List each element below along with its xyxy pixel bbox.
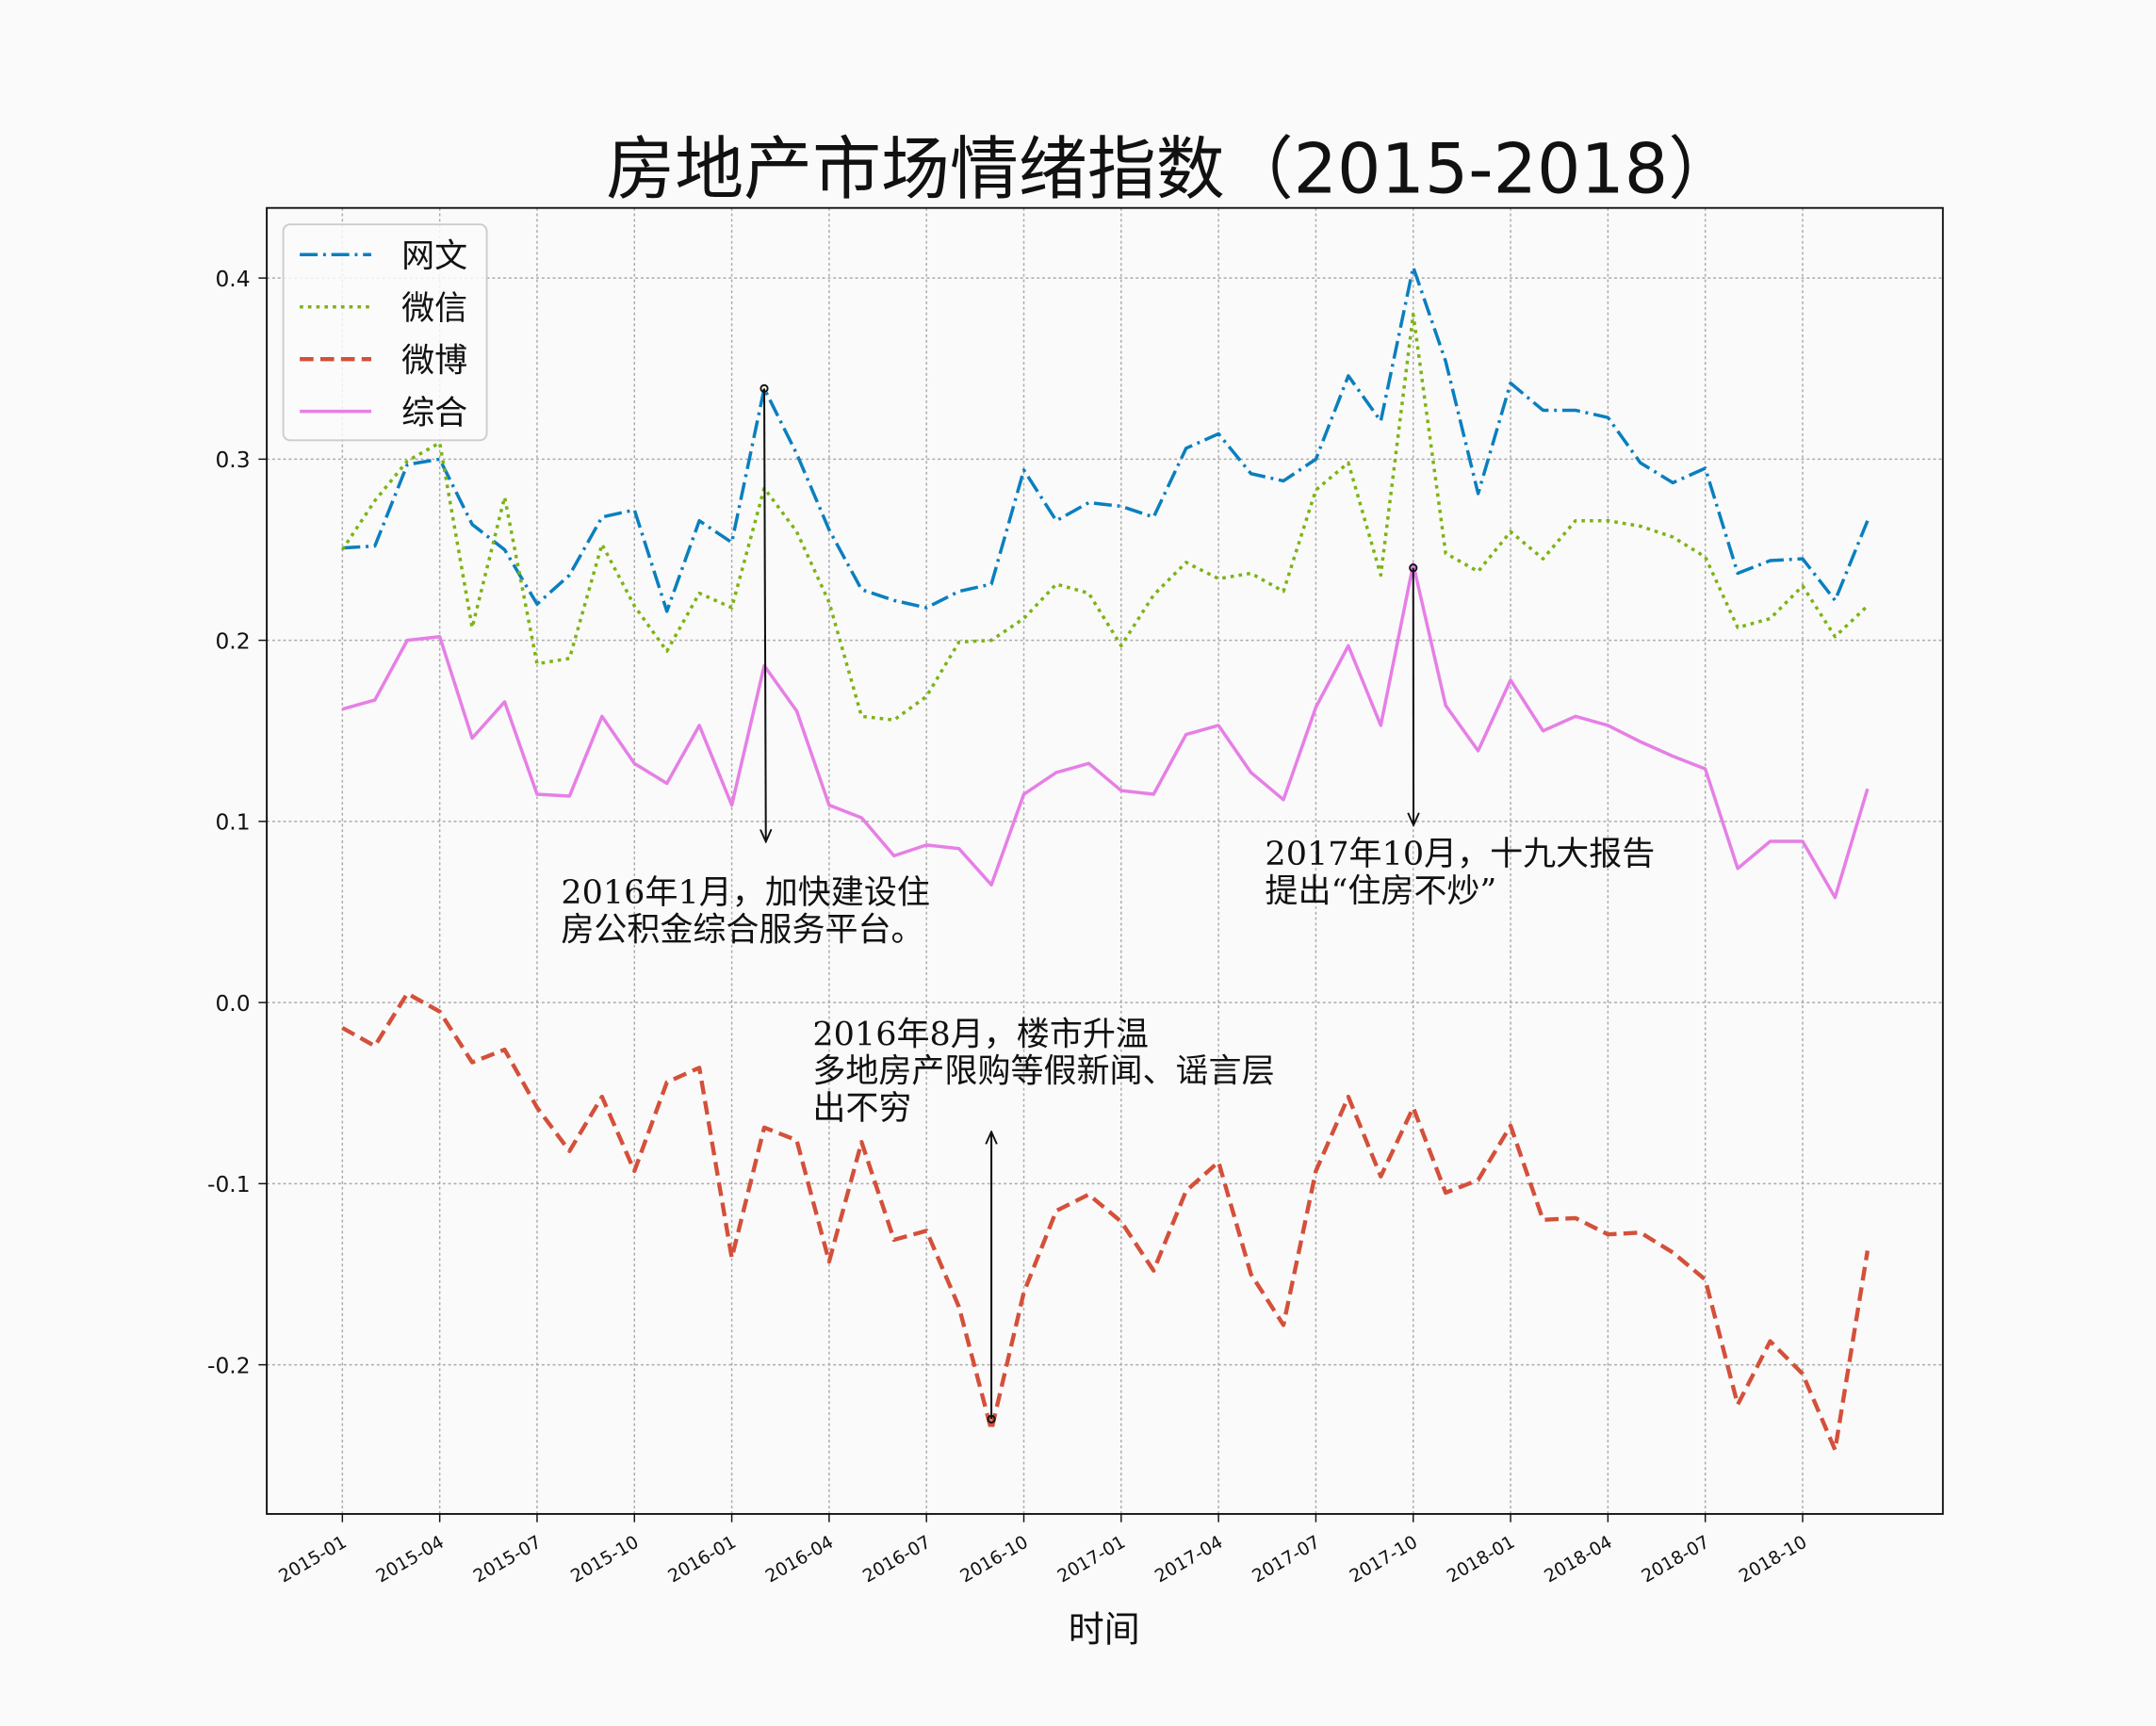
x-tick-label: 2017-10: [1346, 1532, 1421, 1588]
chart-title: 房地产市场情绪指数（2015-2018）: [606, 130, 1737, 210]
annotation-text: 房公积金综合服务平台。: [561, 910, 923, 949]
annotation-text: 2016年8月，楼市升温: [812, 1015, 1149, 1053]
y-tick-label: 0.2: [215, 627, 250, 654]
x-tick-label: 2016-01: [664, 1532, 740, 1588]
x-tick-label: 2015-10: [567, 1532, 643, 1588]
annotation-text: 2016年1月，加快建设住: [561, 873, 930, 912]
x-tick-label: 2016-10: [956, 1532, 1032, 1588]
legend-label: 微博: [401, 341, 467, 380]
axes: -0.2 -0.1 0.0 0.1 0.2 0.3 0.4 2015-01 2015-04 201…: [207, 266, 1810, 1588]
x-tick-label: 2015-07: [470, 1532, 546, 1588]
x-axis-label: 时间: [1069, 1609, 1140, 1651]
x-tick-label: 2018-07: [1638, 1532, 1713, 1588]
y-tick-label: 0.0: [215, 990, 250, 1017]
x-tick-label: 2018-10: [1736, 1532, 1811, 1588]
annotation-arrow: [764, 388, 766, 841]
x-tick-label: 2016-04: [762, 1532, 838, 1588]
y-tick-label: 0.3: [215, 447, 250, 473]
grid: [267, 207, 1943, 1514]
series-line-网文: [342, 265, 1870, 613]
annotation-text: 出不穷: [812, 1089, 911, 1128]
x-tick-label: 2016-07: [859, 1532, 935, 1588]
series-line-微博: [341, 991, 1870, 1453]
y-tick-label: 0.4: [215, 266, 250, 292]
x-tick-label: 2015-04: [372, 1532, 448, 1588]
x-tick-label: 2017-04: [1152, 1532, 1227, 1588]
annotation-text: 提出“住房不炒”: [1265, 872, 1496, 911]
legend-label: 网文: [401, 236, 467, 275]
x-tick-label: 2018-04: [1541, 1532, 1616, 1588]
series-lines: [340, 265, 1870, 1453]
y-tick-label: -0.2: [207, 1352, 251, 1378]
annotation-text: 2017年10月，十九大报告: [1265, 835, 1655, 873]
x-tick-label: 2017-01: [1054, 1532, 1130, 1588]
plot-frame: [266, 206, 1944, 1515]
series-line-综合: [341, 562, 1870, 900]
legend-label: 微信: [401, 289, 467, 328]
x-tick-label: 2017-07: [1249, 1532, 1324, 1588]
legend-box: [282, 223, 488, 442]
series-line-微信: [340, 312, 1870, 722]
x-tick-label: 2015-01: [275, 1532, 351, 1588]
x-tick-label: 2018-01: [1444, 1532, 1519, 1588]
y-tick-label: 0.1: [215, 809, 250, 836]
y-tick-label: -0.1: [207, 1171, 251, 1197]
legend-label: 综合: [401, 394, 467, 432]
annotation-text: 多地房产限购等假新闻、谣言层: [812, 1052, 1274, 1091]
